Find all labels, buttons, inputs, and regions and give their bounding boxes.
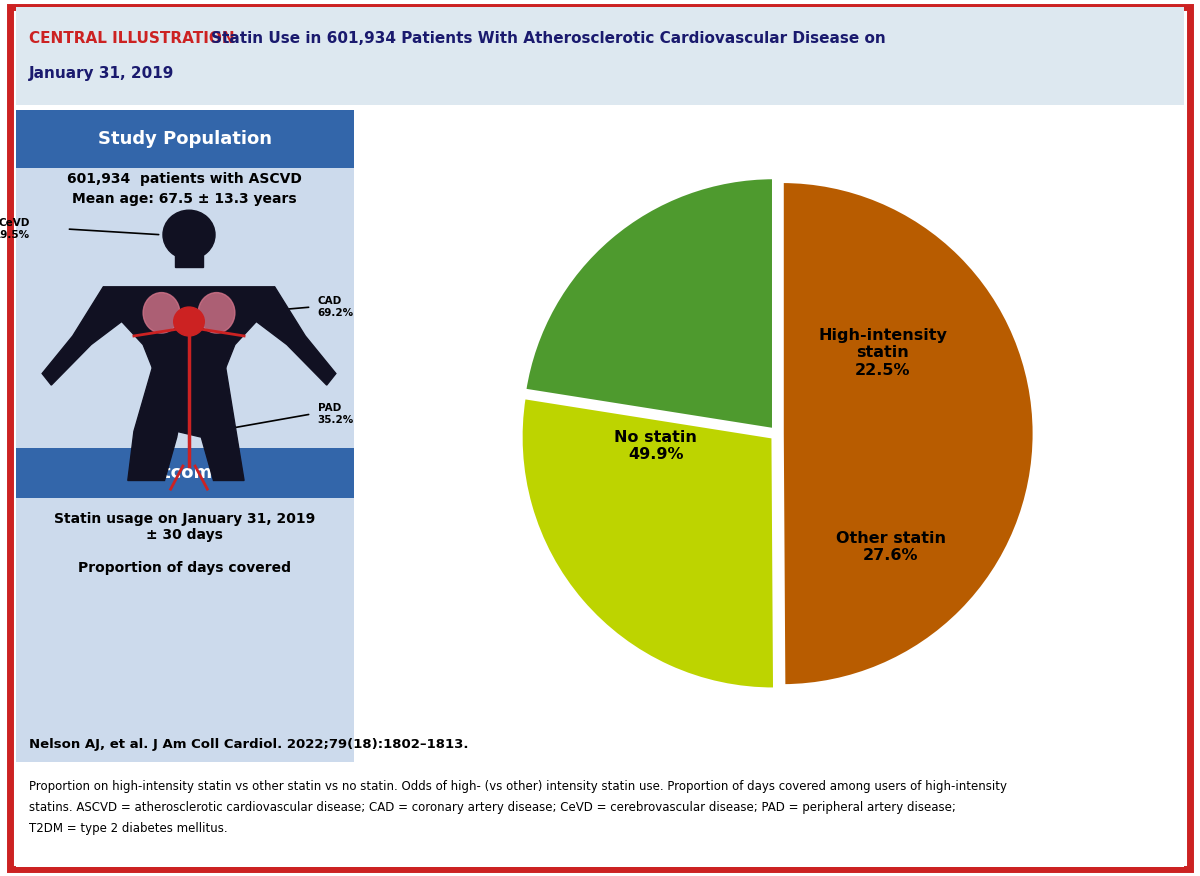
Text: T2DM = type 2 diabetes mellitus.: T2DM = type 2 diabetes mellitus. (29, 823, 228, 835)
Polygon shape (176, 368, 244, 480)
Polygon shape (103, 286, 275, 368)
FancyBboxPatch shape (16, 448, 354, 498)
Text: Mean age: 67.5 ± 13.3 years: Mean age: 67.5 ± 13.3 years (72, 192, 298, 206)
Polygon shape (42, 286, 121, 385)
Text: Nelson AJ, et al. J Am Coll Cardiol. 2022;79(18):1802–1813.: Nelson AJ, et al. J Am Coll Cardiol. 202… (29, 738, 468, 751)
Ellipse shape (143, 293, 180, 333)
Text: No statin
49.9%: No statin 49.9% (614, 430, 697, 463)
Wedge shape (782, 181, 1034, 686)
Ellipse shape (198, 293, 235, 333)
Text: CENTRAL ILLUSTRATION: CENTRAL ILLUSTRATION (29, 31, 234, 46)
Text: Outcomes: Outcomes (134, 464, 235, 482)
Text: CAD
69.2%: CAD 69.2% (318, 296, 354, 318)
Circle shape (163, 210, 215, 259)
Text: 601,934  patients with ASCVD: 601,934 patients with ASCVD (67, 172, 302, 186)
FancyBboxPatch shape (10, 7, 1190, 869)
Polygon shape (257, 286, 336, 385)
Text: High-intensity
statin
22.5%: High-intensity statin 22.5% (818, 328, 947, 378)
FancyBboxPatch shape (16, 7, 1184, 105)
Text: Statin usage on January 31, 2019
± 30 days: Statin usage on January 31, 2019 ± 30 da… (54, 512, 316, 542)
Ellipse shape (174, 307, 204, 336)
FancyBboxPatch shape (16, 110, 354, 168)
Polygon shape (128, 368, 190, 480)
FancyBboxPatch shape (16, 766, 1184, 867)
Wedge shape (521, 398, 775, 689)
Text: Proportion on high-intensity statin vs other statin vs no statin. Odds of high- : Proportion on high-intensity statin vs o… (29, 781, 1007, 793)
Wedge shape (524, 178, 774, 430)
Text: Study Population: Study Population (98, 131, 272, 148)
Text: January 31, 2019: January 31, 2019 (29, 66, 174, 81)
Text: Proportion of days covered: Proportion of days covered (78, 561, 292, 575)
Text: Other statin
27.6%: Other statin 27.6% (835, 531, 946, 563)
FancyBboxPatch shape (175, 244, 203, 266)
Text: Statin Use in 601,934 Patients With Atherosclerotic Cardiovascular Disease on: Statin Use in 601,934 Patients With Athe… (211, 31, 886, 46)
Text: CeVD
19.5%: CeVD 19.5% (0, 218, 30, 240)
FancyBboxPatch shape (16, 110, 354, 762)
Text: PAD
35.2%: PAD 35.2% (318, 403, 354, 425)
Text: statins. ASCVD = atherosclerotic cardiovascular disease; CAD = coronary artery d: statins. ASCVD = atherosclerotic cardiov… (29, 802, 955, 814)
